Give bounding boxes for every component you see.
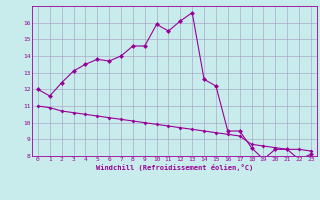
- X-axis label: Windchill (Refroidissement éolien,°C): Windchill (Refroidissement éolien,°C): [96, 164, 253, 171]
